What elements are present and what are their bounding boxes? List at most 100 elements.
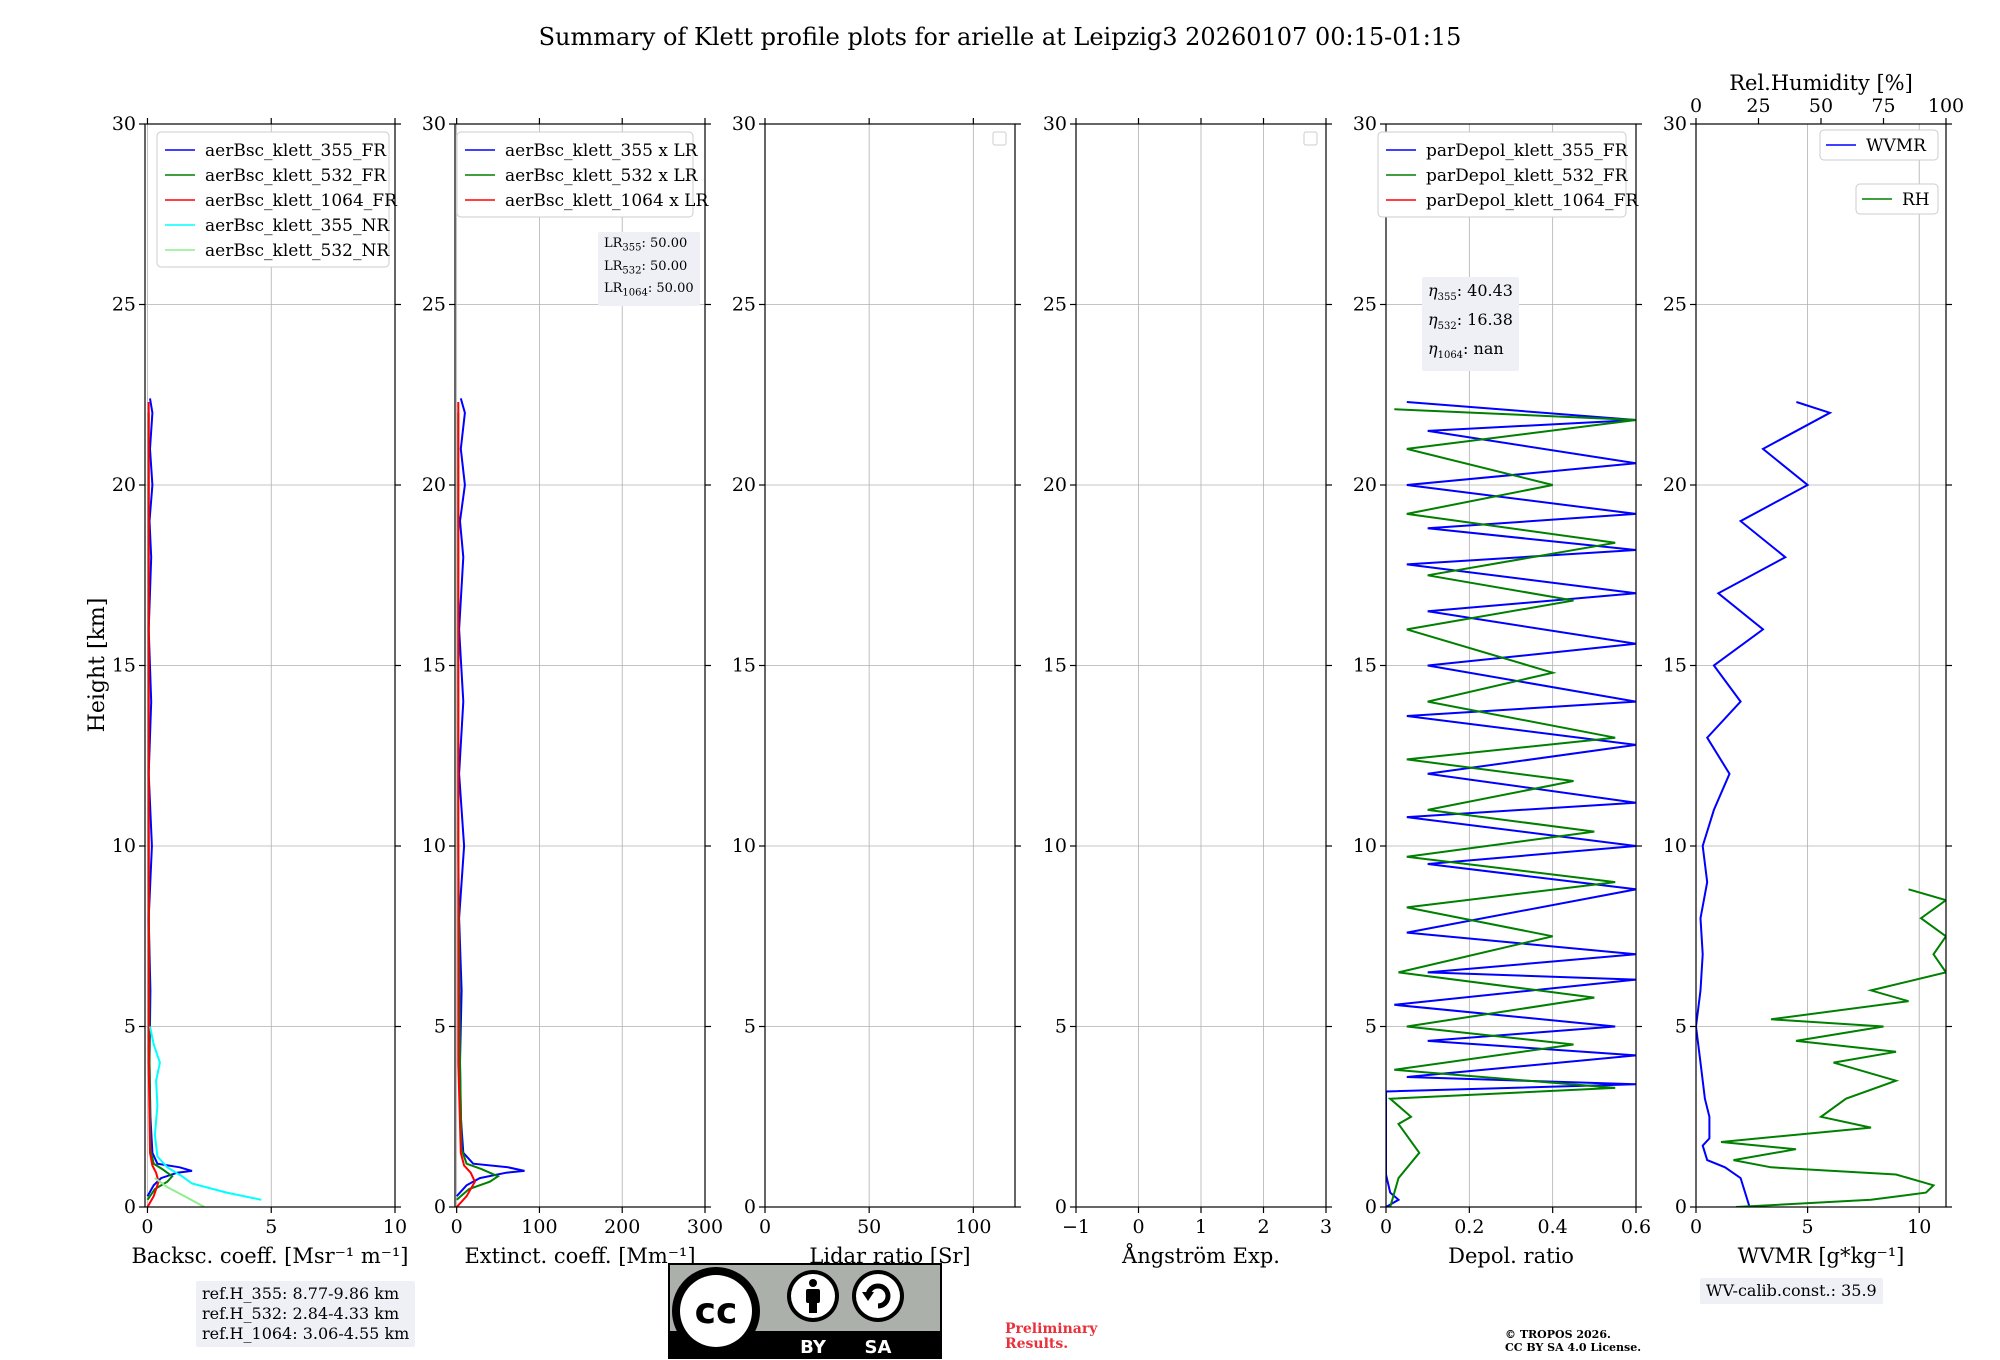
- y-tick-label: 15: [422, 655, 446, 677]
- series-line-aerBsc_klett_532 x LR: [456, 412, 501, 1201]
- y-tick-label: 5: [1365, 1016, 1377, 1038]
- top-x-tick-label: 0: [1690, 95, 1702, 117]
- y-tick-label: 0: [744, 1196, 756, 1218]
- legend-label: aerBsc_klett_532_FR: [205, 166, 387, 186]
- eta-532-wl: 532: [1437, 321, 1457, 333]
- preliminary-line-1: Preliminary: [1005, 1321, 1098, 1337]
- x-tick-label: 5: [265, 1216, 277, 1238]
- panel-5: 0 0.2 0.4 0.6 0 5 10 15 20 25 30 Depol. ratio parDep…: [1353, 113, 1651, 1268]
- y-tick-label: 30: [1353, 113, 1377, 135]
- y-tick-label: 25: [1663, 294, 1687, 316]
- series-line-aerBsc_klett_355 x LR: [455, 398, 525, 1197]
- y-tick-label: 15: [112, 655, 136, 677]
- legend-label: parDepol_klett_355_FR: [1426, 141, 1629, 161]
- y-tick-label: 15: [1043, 655, 1067, 677]
- lr-355-line: LR355: 50.00: [604, 236, 688, 254]
- lr-532-line: LR532: 50.00: [604, 258, 688, 277]
- eta-box: η355: 40.43 η532: 16.38 η1064: nan: [1422, 277, 1519, 371]
- eta-532-value: 16.38: [1467, 310, 1513, 330]
- legend-label: aerBsc_klett_532_NR: [205, 241, 390, 261]
- x-tick-label: 10: [383, 1216, 407, 1238]
- x-tick-label: 5: [1802, 1216, 1814, 1238]
- wv-calib-const: WV-calib.const.: 35.9: [1706, 1281, 1877, 1300]
- lidar-ratio-box: LR355: 50.00 LR532: 50.00 LR1064: 50.00: [598, 232, 700, 306]
- y-tick-label: 20: [422, 474, 446, 496]
- x-tick-label: 0: [141, 1216, 153, 1238]
- eta-1064-value: nan: [1473, 339, 1504, 359]
- x-axis-label: Ångström Exp.: [1121, 1243, 1280, 1268]
- series-line-RH: [1720, 888, 1946, 1207]
- legend-label: parDepol_klett_1064_FR: [1426, 191, 1639, 211]
- x-tick-label: 300: [687, 1216, 723, 1238]
- cc-logo-text: cc: [695, 1291, 738, 1332]
- y-tick-label: 15: [732, 655, 756, 677]
- top-x-tick-label: 75: [1871, 95, 1895, 117]
- y-tick-label: 5: [124, 1016, 136, 1038]
- wv-calib-box: WV-calib.const.: 35.9: [1700, 1278, 1883, 1304]
- y-tick-label: 0: [434, 1196, 446, 1218]
- y-tick-label: 20: [732, 474, 756, 496]
- y-tick-label: 10: [732, 835, 756, 857]
- y-tick-label: 30: [1043, 113, 1067, 135]
- copyright-line-1: © TROPOS 2026.: [1505, 1328, 1611, 1341]
- legend-label: aerBsc_klett_355_NR: [205, 216, 390, 236]
- y-tick-label: 25: [112, 294, 136, 316]
- series-group: [1386, 401, 1636, 1207]
- y-tick-label: 25: [732, 294, 756, 316]
- y-tick-label: 0: [124, 1196, 136, 1218]
- legend-box: [456, 131, 694, 218]
- x-axis-label: Depol. ratio: [1448, 1244, 1574, 1268]
- y-tick-label: 5: [744, 1016, 756, 1038]
- x-tick-label: 1: [1195, 1216, 1207, 1238]
- share-alike-arrowhead-icon: [862, 1292, 874, 1301]
- x-tick-label: 100: [955, 1216, 991, 1238]
- y-tick-label: 10: [1043, 835, 1067, 857]
- ref-height-1064: ref.H_1064: 3.06-4.55 km: [202, 1324, 410, 1343]
- x-tick-label: 0: [451, 1216, 463, 1238]
- y-tick-label: 20: [1663, 474, 1687, 496]
- x-axis-label: Backsc. coeff. [Msr⁻¹ m⁻¹]: [132, 1244, 409, 1268]
- legend-label: aerBsc_klett_1064 x LR: [505, 191, 709, 211]
- lr-1064-value: 50.00: [656, 281, 694, 297]
- y-tick-label: 10: [1663, 835, 1687, 857]
- share-alike-arrow-icon: [865, 1283, 891, 1309]
- legend-box: [156, 131, 390, 268]
- y-tick-label: 15: [1353, 655, 1377, 677]
- x-axis-label: WVMR [g*kg⁻¹]: [1738, 1244, 1905, 1268]
- y-tick-label: 0: [1675, 1196, 1687, 1218]
- y-tick-label: 25: [1353, 294, 1377, 316]
- x-tick-label: 0: [759, 1216, 771, 1238]
- x-tick-label: 0: [1380, 1216, 1392, 1238]
- ref-height-355: ref.H_355: 8.77-9.86 km: [202, 1284, 400, 1303]
- y-tick-label: 5: [434, 1016, 446, 1038]
- ref-height-532: ref.H_532: 2.84-4.33 km: [202, 1304, 400, 1323]
- copyright-line-2: CC BY SA 4.0 License.: [1505, 1341, 1642, 1354]
- x-axis-label: Extinct. coeff. [Mm⁻¹]: [464, 1244, 695, 1268]
- legend-box: [1855, 183, 1939, 215]
- lr-532-wl: 532: [622, 265, 642, 277]
- series-group: [146, 398, 262, 1207]
- top-x-tick-label: 25: [1746, 95, 1770, 117]
- x-tick-label: 100: [521, 1216, 557, 1238]
- person-icon-body: [806, 1289, 820, 1303]
- legend-label: parDepol_klett_532_FR: [1426, 166, 1629, 186]
- series-line-aerBsc_klett_1064_FR: [146, 402, 160, 1207]
- y-tick-label: 30: [732, 113, 756, 135]
- eta-1064-line: η1064: nan: [1428, 339, 1504, 362]
- figure-title: Summary of Klett profile plots for ariel…: [539, 23, 1462, 51]
- series-line-parDepol_klett_532_FR: [1387, 408, 1636, 1207]
- y-tick-label: 20: [1353, 474, 1377, 496]
- y-tick-label: 0: [1055, 1196, 1067, 1218]
- series-line-WVMR: [1696, 401, 1833, 1207]
- lr-1064-line: LR1064: 50.00: [604, 281, 694, 299]
- y-tick-label: 0: [1365, 1196, 1377, 1218]
- y-tick-label: 10: [112, 835, 136, 857]
- y-tick-label: 5: [1675, 1016, 1687, 1038]
- preliminary-results-note: Preliminary Results.: [1005, 1322, 1097, 1352]
- y-tick-label: 20: [1043, 474, 1067, 496]
- panel-2: 0 100 200 300 0 5 10 15 20 25 30 Extinct. coeff. [M…: [422, 113, 723, 1268]
- empty-legend-box: [992, 131, 1007, 146]
- eta-355-value: 40.43: [1467, 281, 1513, 300]
